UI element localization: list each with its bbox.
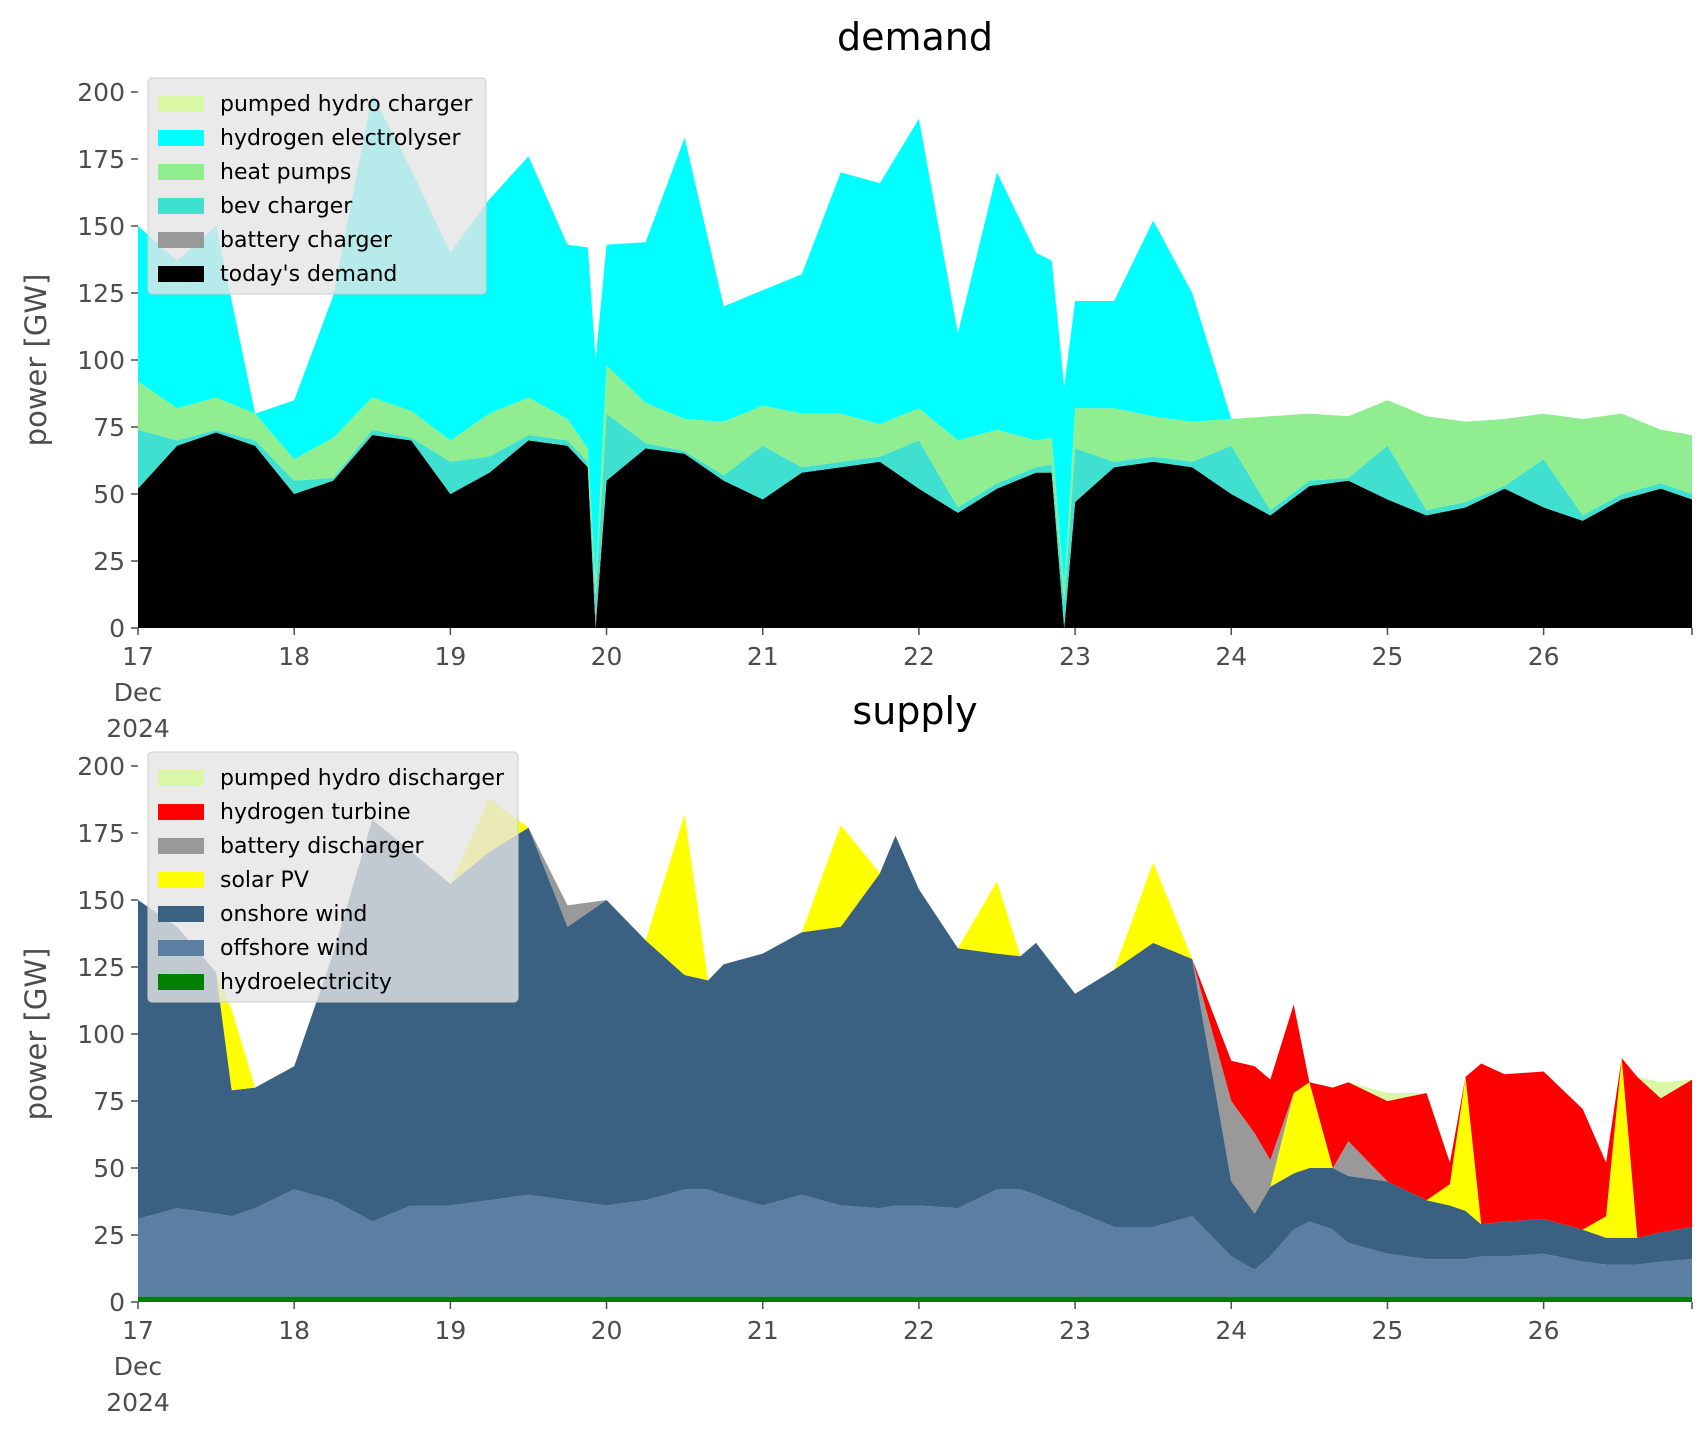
supply-x-tick-year: 2024	[106, 1388, 170, 1417]
supply-x-tick-label: 22	[903, 1316, 935, 1345]
supply-area-hydrogen-turbine	[138, 798, 1692, 1238]
supply-y-tick-label: 200	[77, 752, 125, 781]
demand-area-heat-pumps	[138, 365, 1692, 602]
demand-x-tick-month: Dec	[114, 678, 162, 707]
demand-y-axis-label: power [GW]	[19, 274, 53, 447]
supply-x-tick-month: Dec	[114, 1352, 162, 1381]
supply-x-tick-label: 18	[278, 1316, 310, 1345]
demand-y-tick-label: 0	[109, 614, 125, 643]
demand-legend-label: heat pumps	[220, 160, 351, 185]
supply-y-tick-label: 150	[77, 886, 125, 915]
supply-legend-label: pumped hydro discharger	[220, 766, 505, 791]
supply-x-tick-label: 21	[747, 1316, 779, 1345]
demand-y-tick-label: 50	[93, 480, 125, 509]
demand-legend-label: bev charger	[220, 194, 353, 219]
supply-legend-label: hydroelectricity	[220, 970, 392, 995]
demand-y-tick-label: 75	[93, 413, 125, 442]
demand-x-tick-label: 24	[1215, 642, 1247, 671]
supply-area-offshore-wind	[138, 1189, 1692, 1297]
supply-y-tick-label: 0	[109, 1288, 125, 1317]
demand-y-tick-label: 150	[77, 212, 125, 241]
supply-y-tick-label: 25	[93, 1221, 125, 1250]
demand-legend-label: today's demand	[220, 262, 397, 287]
supply-x-tick-label: 26	[1528, 1316, 1560, 1345]
supply-legend-label: onshore wind	[220, 902, 367, 927]
supply-legend: pumped hydro discharger hydrogen turbine b…	[147, 751, 519, 1003]
supply-x-tick-label: 24	[1215, 1316, 1247, 1345]
supply-y-tick-label: 75	[93, 1087, 125, 1116]
demand-legend-label: pumped hydro charger	[220, 92, 473, 117]
demand-x-tick-label: 26	[1528, 642, 1560, 671]
demand-y-tick-label: 125	[77, 279, 125, 308]
supply-x-tick-label: 23	[1059, 1316, 1091, 1345]
demand-legend-label: battery charger	[220, 228, 393, 253]
supply-legend-label: offshore wind	[220, 936, 369, 961]
supply-legend-swatch	[158, 872, 204, 888]
demand-area-today-s-demand	[138, 432, 1692, 628]
demand-legend-swatch	[158, 164, 204, 180]
demand-title: demand	[837, 15, 993, 59]
demand-x-tick-label: 22	[903, 642, 935, 671]
demand-legend-swatch	[158, 232, 204, 248]
supply-legend-box	[147, 751, 519, 1003]
supply-legend-label: battery discharger	[220, 834, 425, 859]
supply-legend-swatch	[158, 974, 204, 990]
demand-legend-swatch	[158, 96, 204, 112]
supply-legend-swatch	[158, 770, 204, 786]
supply-x-tick-label: 17	[122, 1316, 154, 1345]
supply-area-onshore-wind	[138, 819, 1692, 1270]
demand-legend-box	[147, 77, 487, 295]
supply-legend-swatch	[158, 804, 204, 820]
supply-y-tick-label: 175	[77, 819, 125, 848]
demand-y-tick-label: 200	[77, 78, 125, 107]
demand-x-tick-year: 2024	[106, 714, 170, 743]
demand-legend-swatch	[158, 266, 204, 282]
demand-legend-swatch	[158, 130, 204, 146]
demand-y-tick-label: 25	[93, 547, 125, 576]
supply-area-solar-pv	[138, 798, 1692, 1238]
demand-area-hydrogen-electrolyser	[138, 94, 1692, 588]
supply-y-tick-label: 125	[77, 953, 125, 982]
demand-x-tick-label: 25	[1372, 642, 1404, 671]
supply-legend-swatch	[158, 838, 204, 854]
demand-x-tick-label: 21	[747, 642, 779, 671]
supply-title: supply	[852, 689, 977, 733]
demand-x-tick-label: 18	[278, 642, 310, 671]
demand-y-tick-label: 100	[77, 346, 125, 375]
supply-x-tick-label: 25	[1372, 1316, 1404, 1345]
supply-y-tick-label: 50	[93, 1154, 125, 1183]
demand-legend-swatch	[158, 198, 204, 214]
supply-x-tick-label: 20	[591, 1316, 623, 1345]
demand-legend: pumped hydro charger hydrogen electrolyse…	[147, 77, 487, 295]
supply-y-axis-label: power [GW]	[19, 948, 53, 1121]
demand-chart: 17 Dec 2024 18 19 20 21 22 23 24 25 26 0 25 50 75 100 125…	[19, 15, 1693, 743]
demand-x-tick-label: 17	[122, 642, 154, 671]
demand-area-bev-charger	[138, 413, 1692, 628]
supply-x-tick-label: 19	[434, 1316, 466, 1345]
supply-area-hydroelectricity	[138, 1296, 1692, 1302]
supply-legend-swatch	[158, 906, 204, 922]
demand-x-tick-label: 20	[591, 642, 623, 671]
supply-legend-label: hydrogen turbine	[220, 800, 411, 825]
demand-x-tick-label: 19	[434, 642, 466, 671]
supply-chart: 17 Dec 2024 18 19 20 21 22 23 24 25 26 0 25 50 75 100 125…	[19, 689, 1693, 1417]
supply-y-tick-label: 100	[77, 1020, 125, 1049]
demand-legend-label: hydrogen electrolyser	[220, 126, 461, 151]
supply-legend-swatch	[158, 940, 204, 956]
demand-y-tick-label: 175	[77, 145, 125, 174]
demand-x-tick-label: 23	[1059, 642, 1091, 671]
supply-legend-label: solar PV	[220, 868, 309, 893]
